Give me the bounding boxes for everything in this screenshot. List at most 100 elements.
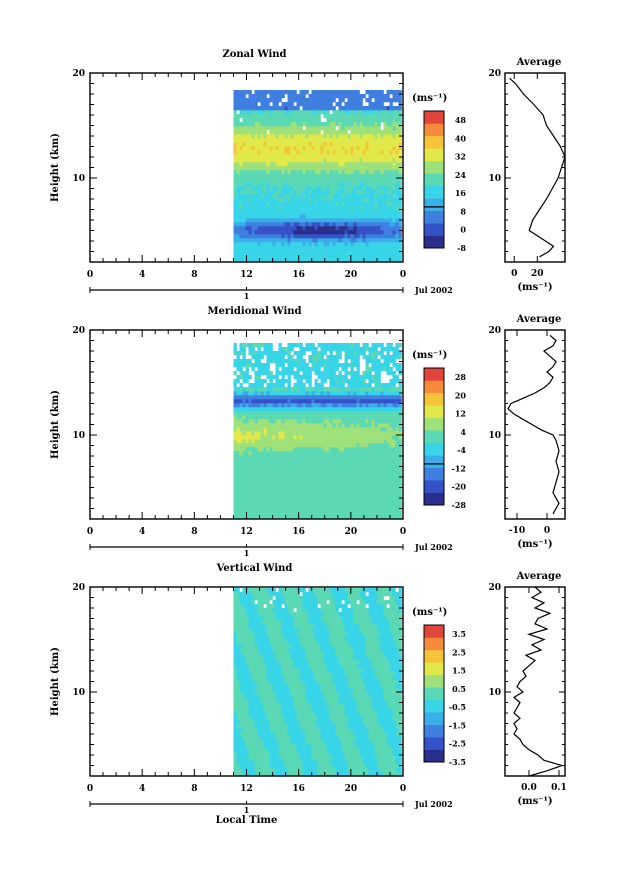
heatmap-cell — [290, 487, 294, 492]
heatmap-cell — [269, 487, 273, 492]
heatmap-cell — [239, 218, 243, 223]
heatmap-cell — [311, 222, 315, 227]
heatmap-cell — [299, 463, 303, 468]
heatmap-cell — [278, 170, 282, 175]
heatmap-cell — [326, 134, 330, 139]
heatmap-cell — [275, 479, 279, 484]
heatmap-cell — [278, 415, 282, 420]
heatmap-cell — [284, 190, 288, 195]
heatmap-cell — [380, 475, 384, 480]
heatmap-cell — [332, 242, 336, 247]
heatmap-cell — [275, 98, 279, 103]
heatmap-cell — [281, 355, 285, 360]
heatmap-cell — [263, 186, 267, 191]
heatmap-cell — [251, 222, 255, 227]
heatmap-cell — [392, 198, 396, 203]
heatmap-cell — [278, 166, 282, 171]
heatmap-cell — [347, 190, 351, 195]
heatmap-cell — [374, 194, 378, 199]
heatmap-cell — [311, 154, 315, 159]
heatmap-cell — [233, 90, 237, 95]
heatmap-cell — [338, 90, 342, 95]
heatmap-cell — [308, 142, 312, 147]
heatmap-cell — [359, 391, 363, 396]
heatmap-cell — [257, 118, 261, 123]
heatmap-cell — [287, 387, 291, 392]
heatmap-cell — [380, 114, 384, 119]
heatmap-cell — [341, 210, 345, 215]
heatmap-cell — [320, 206, 324, 211]
heatmap-cell — [368, 503, 372, 508]
heatmap-cell — [236, 467, 240, 472]
heatmap-cell — [356, 463, 360, 468]
heatmap-cell — [374, 383, 378, 388]
heatmap-cell — [347, 451, 351, 456]
heatmap-cell — [389, 435, 393, 440]
heatmap-cell — [305, 347, 309, 352]
heatmap-cell — [293, 194, 297, 199]
heatmap-cell — [317, 202, 321, 207]
heatmap-cell — [260, 395, 264, 400]
heatmap-cell — [269, 130, 273, 135]
heatmap-cell — [389, 419, 393, 424]
heatmap-cell — [380, 258, 384, 263]
heatmap-cell — [296, 411, 300, 416]
heatmap-cell — [278, 238, 282, 243]
heatmap-cell — [347, 126, 351, 131]
heatmap-cell — [350, 435, 354, 440]
heatmap-cell — [365, 467, 369, 472]
heatmap-cell — [311, 395, 315, 400]
heatmap-cell — [362, 242, 366, 247]
heatmap-cell — [284, 491, 288, 496]
heatmap-cell — [377, 459, 381, 464]
heatmap-cell — [272, 138, 276, 143]
heatmap-cell — [296, 134, 300, 139]
heatmap-cell — [260, 483, 264, 488]
heatmap-cell — [284, 411, 288, 416]
heatmap-cell — [314, 114, 318, 119]
heatmap-cell — [386, 106, 390, 111]
heatmap-cell — [269, 190, 273, 195]
heatmap-cell — [314, 415, 318, 420]
heatmap-cell — [320, 230, 324, 235]
heatmap-cell — [338, 507, 342, 512]
heatmap-cell — [329, 138, 333, 143]
heatmap-cell — [371, 170, 375, 175]
heatmap-cell — [362, 142, 366, 147]
heatmap-cell — [251, 475, 255, 480]
heatmap-cell — [290, 142, 294, 147]
heatmap-cell — [380, 399, 384, 404]
heatmap-cell — [398, 367, 402, 372]
heatmap-cell — [275, 515, 279, 520]
heatmap-cell — [392, 234, 396, 239]
heatmap-cell — [278, 94, 282, 99]
heatmap-cell — [344, 483, 348, 488]
heatmap-cell — [368, 359, 372, 364]
heatmap-cell — [323, 391, 327, 396]
heatmap-cell — [305, 463, 309, 468]
heatmap-cell — [278, 106, 282, 111]
heatmap-cell — [263, 367, 267, 372]
heatmap-cell — [380, 347, 384, 352]
heatmap-cell — [356, 467, 360, 472]
heatmap-cell — [308, 122, 312, 127]
heatmap-cell — [374, 190, 378, 195]
heatmap-cell — [350, 431, 354, 436]
heatmap-cell — [386, 178, 390, 183]
heatmap-cell — [233, 379, 237, 384]
heatmap-cell — [311, 471, 315, 476]
heatmap-cell — [272, 218, 276, 223]
heatmap-cell — [272, 511, 276, 516]
heatmap-cell — [245, 503, 249, 508]
heatmap-cell — [239, 242, 243, 247]
heatmap-cell — [341, 182, 345, 187]
heatmap-cell — [350, 343, 354, 348]
heatmap-cell — [308, 375, 312, 380]
heatmap-cell — [329, 218, 333, 223]
heatmap-cell — [347, 254, 351, 259]
heatmap-cell — [236, 463, 240, 468]
heatmap-cell — [323, 182, 327, 187]
heatmap-cell — [251, 391, 255, 396]
heatmap-cell — [299, 499, 303, 504]
heatmap-cell — [275, 447, 279, 452]
